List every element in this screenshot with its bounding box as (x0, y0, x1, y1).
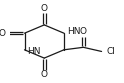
Text: O: O (41, 70, 48, 79)
Text: O: O (0, 29, 6, 38)
Text: HN: HN (67, 27, 80, 36)
Text: Cl: Cl (106, 47, 115, 56)
Text: HN: HN (27, 47, 41, 56)
Text: O: O (41, 4, 48, 13)
Text: O: O (80, 27, 87, 36)
